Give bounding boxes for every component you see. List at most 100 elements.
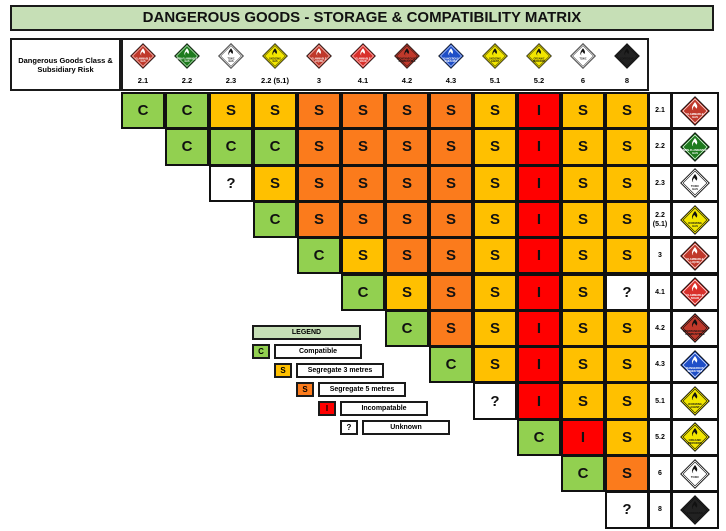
svg-text:OXIDIZING: OXIDIZING: [489, 58, 501, 60]
row-class-label: 6: [648, 455, 672, 493]
matrix-cell: S: [561, 346, 605, 384]
matrix-cell: I: [517, 346, 561, 384]
matrix-cell: S: [385, 92, 429, 130]
column-organic-peroxide-icon: ORGANIC PEROXIDE: [526, 43, 552, 69]
row-oxidizing-agent-icon: OXIDIZING AGENT: [671, 382, 719, 420]
column-oxidizing-agent-icon: OXIDIZING AGENT: [482, 43, 508, 69]
svg-text:CORROSIVE: CORROSIVE: [687, 511, 703, 515]
matrix-cell: S: [429, 92, 473, 130]
matrix-cell: S: [605, 128, 649, 166]
svg-text:FLAMMABLE: FLAMMABLE: [312, 57, 327, 60]
svg-text:FLAMMABLE: FLAMMABLE: [686, 257, 703, 261]
matrix-cell: S: [385, 164, 429, 202]
row-flammable-solid-icon: FLAMMABLE SOLID: [671, 273, 719, 311]
matrix-cell: S: [605, 92, 649, 130]
svg-text:GAS: GAS: [692, 224, 698, 228]
matrix-cell: S: [473, 200, 517, 239]
column-class-label: 2.2: [181, 76, 193, 85]
matrix-cell: S: [605, 237, 649, 275]
column-toxic-gas-icon: TOXIC GAS: [218, 43, 244, 69]
legend-swatch: S: [274, 363, 292, 378]
svg-text:GAS: GAS: [692, 187, 698, 191]
matrix-cell: S: [561, 309, 605, 348]
matrix-cell: S: [561, 200, 605, 239]
column-corrosive-icon: CORROSIVE: [614, 43, 640, 69]
matrix-cell: S: [473, 237, 517, 275]
matrix-cell: C: [121, 92, 165, 130]
column-dangerous-when-wet-icon: DANGEROUS WHEN WET: [438, 43, 464, 69]
matrix-cell: I: [517, 164, 561, 202]
matrix-cell: S: [297, 164, 341, 202]
row-header-text: Dangerous Goods Class & Subsidiary Risk: [18, 55, 113, 74]
column-header-box: [121, 38, 649, 91]
legend-label: Segregate 3 metres: [296, 363, 384, 378]
matrix-cell: C: [253, 128, 297, 166]
matrix-cell: S: [473, 92, 517, 130]
legend-label: Compatible: [274, 344, 362, 359]
matrix-cell: S: [385, 128, 429, 166]
column-class-label: 2.1: [137, 76, 149, 85]
svg-text:LIQUID: LIQUID: [315, 61, 323, 63]
matrix-cell: S: [385, 273, 429, 311]
matrix-cell: S: [429, 273, 473, 311]
matrix-cell: S: [605, 164, 649, 202]
legend-swatch: I: [318, 401, 336, 416]
row-non-flammable-gas-icon: NON-FLAMMABLE GAS: [671, 128, 719, 166]
row-class-label: 4.1: [648, 273, 672, 311]
matrix-cell: S: [341, 200, 385, 239]
svg-text:OXIDIZING: OXIDIZING: [688, 402, 702, 406]
matrix-cell: I: [517, 382, 561, 420]
legend-swatch: S: [296, 382, 314, 397]
matrix-cell: S: [473, 346, 517, 384]
svg-text:TOXIC: TOXIC: [691, 184, 699, 188]
row-header-label: Dangerous Goods Class & Subsidiary Risk: [10, 38, 121, 91]
svg-text:SOLID: SOLID: [359, 61, 366, 63]
legend-title: LEGEND: [252, 325, 361, 340]
row-toxic-icon: TOXIC: [671, 455, 719, 493]
svg-text:CORROSIVE: CORROSIVE: [620, 58, 634, 60]
matrix-cell: S: [385, 237, 429, 275]
column-class-label: 4.2: [401, 76, 413, 85]
svg-text:SPONTANEOUSLY: SPONTANEOUSLY: [683, 329, 707, 333]
matrix-cell: S: [561, 382, 605, 420]
matrix-cell: S: [297, 92, 341, 130]
matrix-cell: C: [341, 273, 385, 311]
svg-text:FLAMMABLE: FLAMMABLE: [136, 57, 151, 60]
matrix-cell: S: [429, 200, 473, 239]
matrix-cell: S: [341, 92, 385, 130]
legend-label: Unknown: [362, 420, 450, 435]
matrix-cell: C: [385, 309, 429, 348]
svg-text:TOXIC: TOXIC: [579, 58, 586, 60]
row-class-label: 2.2 (5.1): [648, 200, 672, 239]
matrix-cell: I: [517, 128, 561, 166]
matrix-cell: I: [517, 273, 561, 311]
svg-text:PEROXIDE: PEROXIDE: [533, 61, 545, 63]
matrix-cell: S: [253, 164, 297, 202]
matrix-cell: S: [561, 128, 605, 166]
matrix-cell: I: [517, 309, 561, 348]
column-oxidizing-gas-icon: OXIDIZING GAS: [262, 43, 288, 69]
svg-text:GAS: GAS: [692, 115, 698, 119]
matrix-cell: S: [473, 128, 517, 166]
row-class-label: 5.1: [648, 382, 672, 420]
svg-text:GAS: GAS: [184, 60, 189, 63]
svg-text:DANGEROUS: DANGEROUS: [443, 57, 459, 60]
legend-label: Segregate 5 metres: [318, 382, 406, 397]
matrix-cell: S: [605, 309, 649, 348]
svg-text:FLAMMABLE: FLAMMABLE: [686, 293, 703, 297]
column-class-label: 4.1: [357, 76, 369, 85]
svg-text:DANGEROUS: DANGEROUS: [686, 365, 704, 369]
matrix-cell: S: [341, 164, 385, 202]
matrix-cell: S: [561, 164, 605, 202]
matrix-cell: S: [297, 128, 341, 166]
matrix-cell: C: [429, 346, 473, 384]
row-corrosive-icon: CORROSIVE: [671, 491, 719, 529]
svg-text:AGENT: AGENT: [491, 60, 500, 63]
matrix-cell: S: [605, 382, 649, 420]
matrix-cell: S: [429, 128, 473, 166]
legend-swatch: ?: [340, 420, 358, 435]
matrix-cell: S: [473, 309, 517, 348]
matrix-cell: ?: [209, 164, 253, 202]
matrix-cell: S: [429, 164, 473, 202]
svg-text:GAS: GAS: [228, 60, 233, 63]
